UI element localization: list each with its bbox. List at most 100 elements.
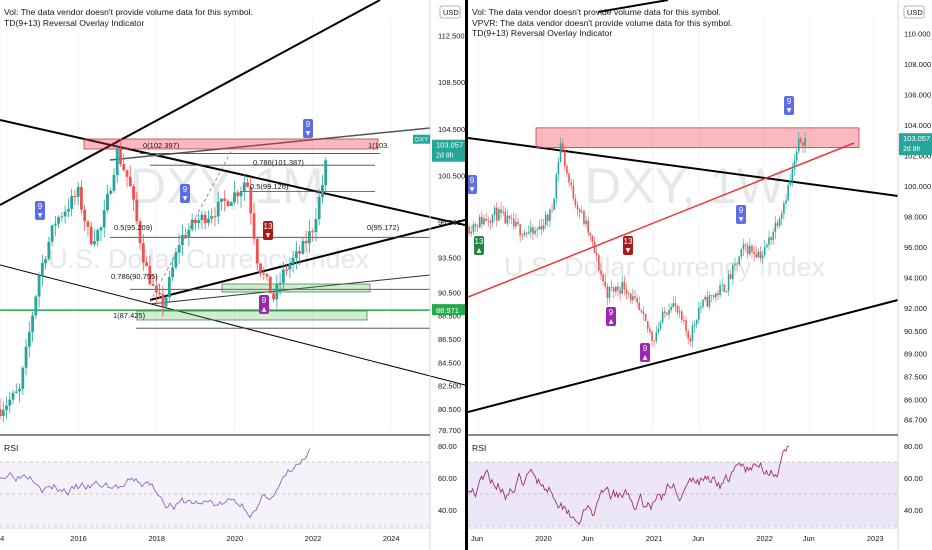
left-candle-body xyxy=(37,275,41,297)
right-candle-body xyxy=(706,296,709,307)
left-candle-body xyxy=(76,186,80,197)
right-candle-body xyxy=(755,254,758,258)
right-price-tick: 104.000 xyxy=(904,121,931,130)
left-candle-body xyxy=(57,217,61,224)
right-candle-body xyxy=(715,293,717,298)
left-candle-body xyxy=(47,241,51,260)
left-candle-body xyxy=(50,225,54,242)
right-trend-line xyxy=(597,0,669,13)
right-rsi-tick: 80.00 xyxy=(904,442,923,451)
left-x-tick: 14 xyxy=(0,534,4,543)
right-candle-body xyxy=(687,331,689,339)
right-candle-body xyxy=(689,338,692,342)
left-fib-label: 0(102.397) xyxy=(143,141,180,150)
right-candle-body xyxy=(512,218,515,227)
right-candle-body xyxy=(783,203,785,214)
right-candle-body xyxy=(581,211,583,213)
left-candle-body xyxy=(321,185,324,198)
left-price-tick: 82.500 xyxy=(438,382,461,391)
right-candle-body xyxy=(612,287,615,292)
left-trend-line xyxy=(0,0,381,206)
left-price-tick: 100.500 xyxy=(438,172,465,181)
left-candle-body xyxy=(66,208,70,212)
left-candle-body xyxy=(177,245,181,253)
right-candle-body xyxy=(629,293,632,301)
left-candle-body xyxy=(262,273,266,275)
right-candle-body xyxy=(797,138,800,152)
right-candle-body xyxy=(498,209,500,221)
left-currency: USD xyxy=(443,8,459,17)
right-candle-body xyxy=(774,222,777,232)
left-price-tick: 78.700 xyxy=(438,426,461,435)
right-candle-body xyxy=(517,221,519,225)
right-candle-body xyxy=(693,324,696,326)
left-candle-body xyxy=(125,170,129,177)
right-currency-box xyxy=(903,5,925,19)
right-x-tick: Jun xyxy=(692,534,704,543)
right-candle-body xyxy=(661,311,664,323)
right-candle-body xyxy=(721,284,723,286)
right-candle-body xyxy=(623,281,626,290)
left-candle-body xyxy=(324,160,328,186)
right-candle-body xyxy=(655,332,658,341)
right-candle-body xyxy=(470,231,473,234)
right-candle-body xyxy=(723,284,726,292)
right-candle-body xyxy=(795,151,798,161)
left-candle-body xyxy=(317,197,321,220)
left-demand-zone-lower xyxy=(136,310,368,321)
right-rsi-tick: 60.00 xyxy=(904,474,923,483)
right-candle-body xyxy=(651,331,653,341)
left-td-badge: 9 xyxy=(183,185,188,194)
right-candle-body xyxy=(712,295,715,298)
left-chart-pane[interactable]: DXY, 1M U.S. Dollar Currency Index 0(102… xyxy=(0,0,465,550)
left-candle-body xyxy=(207,218,210,224)
left-candle-body xyxy=(216,201,220,217)
right-candle-body xyxy=(604,281,607,287)
left-candle-body xyxy=(194,219,197,223)
left-candle-body xyxy=(200,214,204,220)
left-legend: Vol: The data vendor doesn't provide vol… xyxy=(4,7,253,28)
right-candle-body xyxy=(500,209,502,213)
right-candle-body xyxy=(642,311,645,314)
left-chart-svg[interactable]: DXY, 1M U.S. Dollar Currency Index 0(102… xyxy=(0,0,465,550)
left-candle-body xyxy=(167,277,171,298)
right-td-badge: 9 xyxy=(739,206,744,215)
left-candle-body xyxy=(301,240,305,254)
left-candle-body xyxy=(73,196,77,198)
right-red-trend-line xyxy=(468,142,855,298)
right-candle-body xyxy=(566,166,568,174)
left-candle-body xyxy=(5,405,8,411)
left-candle-body xyxy=(109,190,113,194)
left-candle-body xyxy=(298,251,302,254)
right-price-tick: 96.000 xyxy=(904,243,927,252)
left-candle-body xyxy=(27,332,31,347)
right-chart-pane[interactable]: DXY, 1W U.S. Dollar Currency Index 9 ▼ 13 ▲… xyxy=(468,0,932,550)
left-price-tick: 96.500 xyxy=(438,218,461,227)
right-chart-svg[interactable]: DXY, 1W U.S. Dollar Currency Index 9▼13▲… xyxy=(468,0,932,550)
left-candle-body xyxy=(0,408,2,416)
left-rsi-tick: 40.00 xyxy=(438,506,457,515)
right-legend-td: TD(9+13) Reversal Overlay Indicator xyxy=(472,28,613,38)
left-candle-body xyxy=(223,198,227,201)
right-candle-body xyxy=(515,221,517,227)
left-candle-body xyxy=(93,241,96,245)
right-candle-body xyxy=(534,230,536,234)
right-candle-body xyxy=(636,298,638,303)
right-candle-body xyxy=(657,328,660,333)
left-last-price-tag xyxy=(432,139,465,162)
left-price-tick: 108.500 xyxy=(438,78,465,87)
right-candle-body xyxy=(538,226,541,230)
right-candle-body xyxy=(506,215,509,224)
right-candle-body xyxy=(555,174,558,199)
left-price-tick: 90.500 xyxy=(438,288,461,297)
right-candle-body xyxy=(572,185,575,199)
right-candle-body xyxy=(768,237,770,245)
right-candle-body xyxy=(649,328,651,332)
left-candle-body xyxy=(102,210,106,228)
right-candle-body xyxy=(678,311,681,313)
right-candle-body xyxy=(510,218,513,220)
pane-divider[interactable] xyxy=(465,0,468,550)
left-candle-body xyxy=(99,227,103,231)
right-candle-body xyxy=(653,340,655,342)
